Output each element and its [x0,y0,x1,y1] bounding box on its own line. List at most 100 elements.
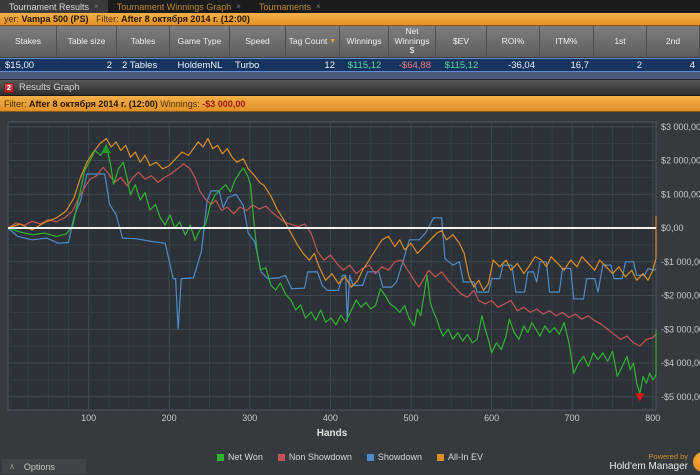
column-header-speed[interactable]: Speed [230,26,286,57]
column-header-winnings[interactable]: Winnings [340,26,389,57]
filter-segment: Winnings: [157,98,203,109]
tab-tournaments[interactable]: Tournaments × [250,0,330,13]
legend-swatch-icon [366,453,374,461]
row-cell: 2 Tables [122,59,158,71]
legend-item-non-showdown: Non Showdown [277,452,352,462]
row-cell: HoldemNL [177,59,223,71]
tab-label: Tournament Results [9,1,90,12]
row-cell: 16,7 [570,59,590,71]
row-cell: 2 [636,59,642,71]
tab-bar: Tournament Results × Tournament Winnings G… [0,0,700,13]
column-header-1st[interactable]: 1st [594,26,647,57]
column-header-table-size[interactable]: Table size [57,26,117,57]
column-header-stakes[interactable]: Stakes [0,26,57,57]
row-cell: 2 [106,59,112,71]
column-header-label: Tag Count [288,35,328,46]
max-marker-icon [101,144,111,153]
legend-swatch-icon [277,453,285,461]
x-axis-tick: 200 [162,413,177,423]
table-empty-strip [0,72,700,80]
series-non-showdown [7,163,657,347]
series-all-in-ev [7,138,657,291]
legend-label: Non Showdown [288,452,352,462]
column-header-label: ITM% [555,35,578,46]
column-header-net-winnings-[interactable]: Net Winnings $ [389,26,436,57]
y-axis-tick: $3 000,00 [661,122,700,132]
y-axis-tick: $1 000,00 [661,189,700,199]
row-cell: 12 [324,59,335,71]
filter-segment: Filter: [88,14,122,24]
x-axis-tick: 500 [403,413,418,423]
column-header--ev[interactable]: $EV [436,26,487,57]
brand-logo-icon: 2 [693,452,700,472]
row-cell: $115,12 [444,59,479,71]
column-header-label: Winnings [346,35,382,46]
row-cell: -$64,88 [398,59,431,71]
column-header-label: 2nd [665,35,681,46]
series-net-won [7,144,657,394]
filter-segment: yer: [4,14,22,24]
column-header-label: ROI% [501,35,525,46]
graph-filter-bar: Filter: After 8 октября 2014 г. (12:00) … [0,96,700,112]
panel-badge: 2 [4,82,14,93]
legend-item-showdown: Showdown [366,452,422,462]
x-axis-tick: 300 [242,413,257,423]
results-graph-chart: $3 000,00 $2 000,00 $1 000,00 $0,00 -$1 000,… [0,112,700,475]
tab-close-icon[interactable]: × [236,1,241,11]
row-cell: 4 [689,59,695,71]
tab-tournament-winnings-graph[interactable]: Tournament Winnings Graph × [108,0,250,13]
row-cell: $15,00 [5,59,35,71]
legend-swatch-icon [217,453,225,461]
legend-item-net-won: Net Won [217,452,263,462]
tab-tournament-results[interactable]: Tournament Results × [0,0,108,13]
options-button[interactable]: ∧ Options [2,459,86,474]
y-axis-tick: -$4 000,00 [661,358,700,368]
results-graph-panel-header: 2 Results Graph [0,80,700,96]
min-marker-icon [635,393,645,402]
column-header-label: $EV [452,35,470,46]
x-axis-label: Hands [317,428,348,439]
row-cell: $115,12 [347,59,382,71]
column-header-label: Tables [130,35,156,46]
column-header-label: Stakes [15,35,41,46]
column-header-label: Game Type [177,35,222,46]
legend-item-all-in-ev: All-In EV [436,452,483,462]
tab-label: Tournaments [258,1,311,12]
row-cell: -36,04 [508,59,535,71]
tab-label: Tournament Winnings Graph [116,1,232,12]
column-header-label: Speed [245,35,270,46]
legend-label: Showdown [377,452,422,462]
powered-by-label: Powered by [648,452,688,461]
column-header-itm-[interactable]: ITM% [540,26,594,57]
column-header-tag-count[interactable]: Tag Count ▼ [286,26,340,57]
column-header-2nd[interactable]: 2nd [647,26,700,57]
filter-segment: After 8 октября 2014 г. (12:00) [121,14,250,24]
sort-descending-icon: ▼ [329,37,337,45]
results-table-row[interactable]: $15,00 2 2 Tables HoldemNL Turbo 12 $115,12 -$6… [0,58,700,72]
column-header-label: Table size [67,35,106,46]
column-header-game-type[interactable]: Game Type [170,26,230,57]
x-axis-tick: 600 [484,413,499,423]
y-axis-tick: -$2 000,00 [661,291,700,301]
panel-title: Results Graph [19,82,80,93]
y-axis-tick: -$1 000,00 [661,257,700,267]
options-label: Options [23,461,55,472]
chart-legend: Net Won Non Showdown Showdown All-In EV [0,452,700,462]
x-axis-tick: 800 [645,413,660,423]
column-header-tables[interactable]: Tables [117,26,170,57]
y-axis-tick: -$5 000,00 [661,392,700,402]
tab-close-icon[interactable]: × [94,1,99,11]
legend-swatch-icon [436,453,444,461]
filter-segment: Filter: [4,98,30,109]
powered-by-block: Powered by Hold'em Manager 2 [609,452,700,472]
x-axis-tick: 700 [565,413,580,423]
player-filter-bar: yer: Vampa 500 (PS) Filter: After 8 октя… [0,13,700,26]
results-table-header: Stakes Table size Tables Game Type Speed Tag … [0,26,700,58]
chart-plot[interactable]: $3 000,00 $2 000,00 $1 000,00 $0,00 -$1 000,… [0,112,700,446]
column-header-roi-[interactable]: ROI% [487,26,540,57]
legend-label: Net Won [228,452,263,462]
brand-name: Hold'em Manager [609,461,688,472]
column-header-label: 1st [614,35,626,46]
tab-close-icon[interactable]: × [315,1,321,11]
